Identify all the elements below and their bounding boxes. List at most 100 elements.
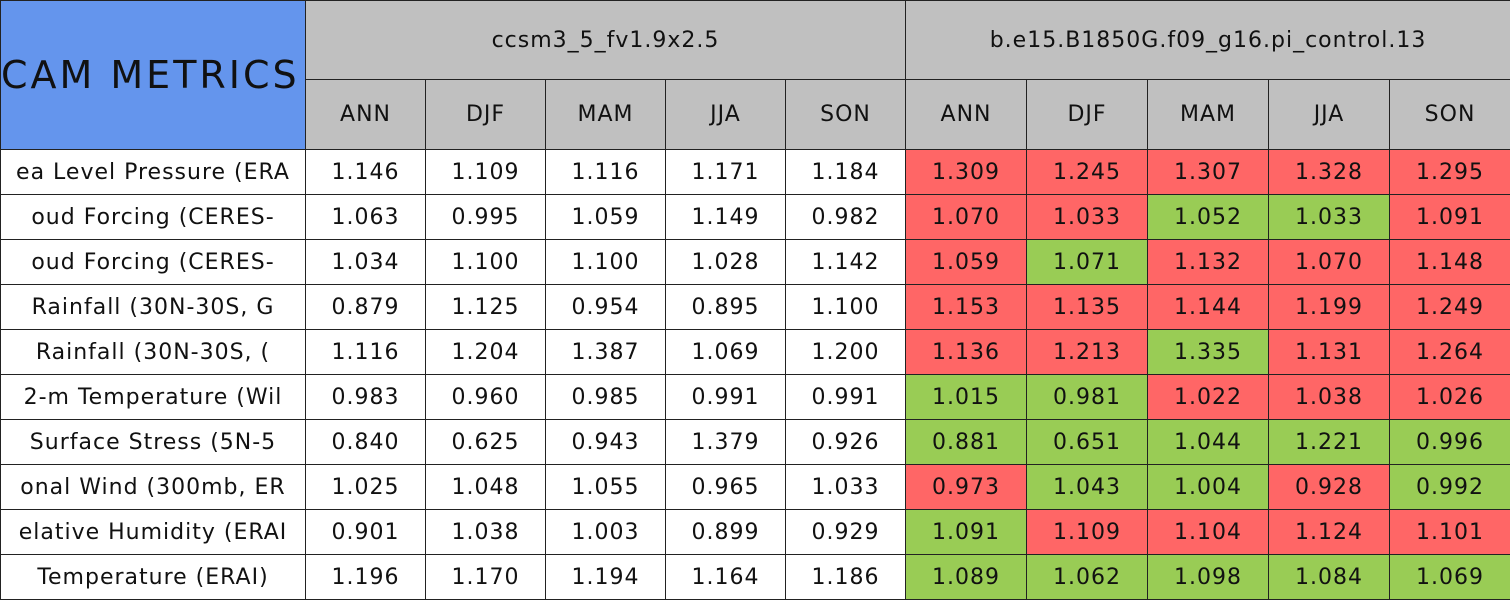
row-label: onal Wind (300mb, ER xyxy=(0,464,306,510)
value-cell: 0.954 xyxy=(545,284,666,330)
season-header: SON xyxy=(1389,79,1510,150)
value-cell: 1.038 xyxy=(425,509,546,555)
season-header: MAM xyxy=(1147,79,1270,150)
value-cell: 0.995 xyxy=(425,194,546,240)
value-cell: 1.028 xyxy=(665,239,786,285)
value-cell: 1.170 xyxy=(425,554,546,600)
value-cell: 1.196 xyxy=(305,554,426,600)
value-cell: 1.100 xyxy=(545,239,666,285)
value-cell: 1.164 xyxy=(665,554,786,600)
row-label: ea Level Pressure (ERA xyxy=(0,149,306,195)
value-cell: 0.928 xyxy=(1268,464,1391,510)
value-cell: 1.307 xyxy=(1147,149,1270,195)
metric-row: ea Level Pressure (ERA 1.146 1.109 1.116 1.1… xyxy=(0,149,1510,195)
value-cell: 1.098 xyxy=(1147,554,1270,600)
value-cell: 1.184 xyxy=(784,149,907,195)
value-cell: 1.015 xyxy=(905,374,1028,420)
table-title: CAM METRICS xyxy=(0,0,306,150)
value-cell: 1.043 xyxy=(1026,464,1149,510)
value-cell: 1.328 xyxy=(1268,149,1391,195)
value-cell: 0.996 xyxy=(1389,419,1510,465)
value-cell: 1.109 xyxy=(425,149,546,195)
value-cell: 1.249 xyxy=(1389,284,1510,330)
value-cell: 1.071 xyxy=(1026,239,1149,285)
metric-row: Surface Stress (5N-5 0.840 0.625 0.943 1.379… xyxy=(0,419,1510,465)
value-cell: 1.109 xyxy=(1026,509,1149,555)
value-cell: 1.038 xyxy=(1268,374,1391,420)
row-label: oud Forcing (CERES- xyxy=(0,194,306,240)
season-header: MAM xyxy=(545,79,666,150)
header-row: CAM METRICS ccsm3_5_fv1.9x2.5 b.e15.B1850G… xyxy=(0,0,1510,150)
value-cell: 1.221 xyxy=(1268,419,1391,465)
value-cell: 1.104 xyxy=(1147,509,1270,555)
value-cell: 1.124 xyxy=(1268,509,1391,555)
season-header: SON xyxy=(784,79,907,150)
row-label: elative Humidity (ERAI xyxy=(0,509,306,555)
value-cell: 0.973 xyxy=(905,464,1028,510)
value-cell: 1.069 xyxy=(1389,554,1510,600)
value-cell: 1.148 xyxy=(1389,239,1510,285)
value-cell: 0.840 xyxy=(305,419,426,465)
value-cell: 1.059 xyxy=(545,194,666,240)
value-cell: 1.295 xyxy=(1389,149,1510,195)
value-cell: 1.091 xyxy=(905,509,1028,555)
value-cell: 1.144 xyxy=(1147,284,1270,330)
value-cell: 1.146 xyxy=(305,149,426,195)
value-cell: 0.625 xyxy=(425,419,546,465)
value-cell: 1.034 xyxy=(305,239,426,285)
metric-row: onal Wind (300mb, ER 1.025 1.048 1.055 0.965… xyxy=(0,464,1510,510)
value-cell: 0.943 xyxy=(545,419,666,465)
value-cell: 0.991 xyxy=(665,374,786,420)
value-cell: 0.981 xyxy=(1026,374,1149,420)
value-cell: 0.901 xyxy=(305,509,426,555)
value-cell: 1.142 xyxy=(784,239,907,285)
value-cell: 0.992 xyxy=(1389,464,1510,510)
metric-row: Rainfall (30N-30S, (1.116 1.204 1.387 1.069… xyxy=(0,329,1510,375)
value-cell: 1.025 xyxy=(305,464,426,510)
metric-row: elative Humidity (ERAI 0.901 1.038 1.003 0.8… xyxy=(0,509,1510,555)
value-cell: 0.991 xyxy=(784,374,907,420)
row-label: Rainfall (30N-30S, ( xyxy=(0,329,306,375)
season-header: ANN xyxy=(305,79,426,150)
value-cell: 0.926 xyxy=(784,419,907,465)
value-cell: 1.044 xyxy=(1147,419,1270,465)
value-cell: 1.245 xyxy=(1026,149,1149,195)
value-cell: 1.131 xyxy=(1268,329,1391,375)
season-header: DJF xyxy=(425,79,546,150)
value-cell: 0.982 xyxy=(784,194,907,240)
value-cell: 1.004 xyxy=(1147,464,1270,510)
season-header: JJA xyxy=(665,79,786,150)
value-cell: 1.116 xyxy=(545,149,666,195)
value-cell: 1.070 xyxy=(905,194,1028,240)
value-cell: 1.070 xyxy=(1268,239,1391,285)
season-header: DJF xyxy=(1026,79,1149,150)
value-cell: 1.379 xyxy=(665,419,786,465)
value-cell: 1.153 xyxy=(905,284,1028,330)
value-cell: 1.063 xyxy=(305,194,426,240)
metric-row: 2-m Temperature (Wil 0.983 0.960 0.985 0.991… xyxy=(0,374,1510,420)
value-cell: 1.149 xyxy=(665,194,786,240)
row-label: Temperature (ERAI) xyxy=(0,554,306,600)
value-cell: 1.387 xyxy=(545,329,666,375)
value-cell: 0.960 xyxy=(425,374,546,420)
value-cell: 1.125 xyxy=(425,284,546,330)
value-cell: 0.985 xyxy=(545,374,666,420)
value-cell: 0.881 xyxy=(905,419,1028,465)
value-cell: 1.132 xyxy=(1147,239,1270,285)
value-cell: 1.033 xyxy=(784,464,907,510)
value-cell: 1.033 xyxy=(1026,194,1149,240)
value-cell: 0.965 xyxy=(665,464,786,510)
season-row: ANN DJF MAM JJA SON ANN DJF MAM JJA SON xyxy=(1,79,1510,150)
value-cell: 1.194 xyxy=(545,554,666,600)
value-cell: 1.069 xyxy=(665,329,786,375)
value-cell: 1.033 xyxy=(1268,194,1391,240)
value-cell: 0.651 xyxy=(1026,419,1149,465)
value-cell: 0.929 xyxy=(784,509,907,555)
value-cell: 0.895 xyxy=(665,284,786,330)
season-header: JJA xyxy=(1268,79,1391,150)
value-cell: 1.091 xyxy=(1389,194,1510,240)
row-label: 2-m Temperature (Wil xyxy=(0,374,306,420)
value-cell: 1.135 xyxy=(1026,284,1149,330)
